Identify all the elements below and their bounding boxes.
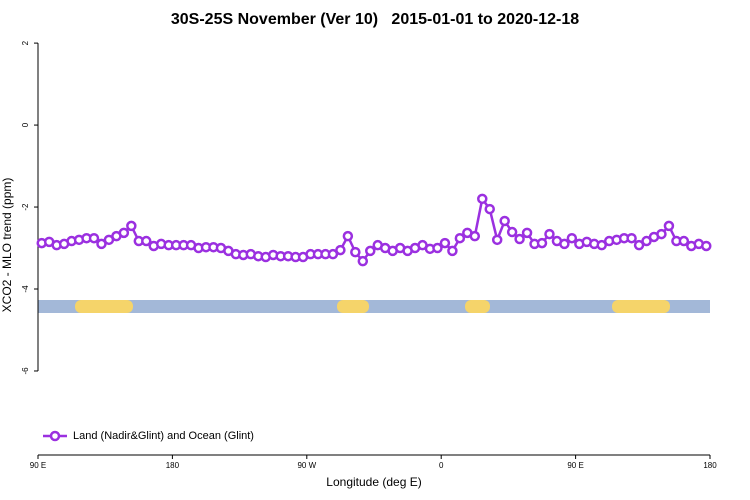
data-point (626, 232, 637, 244)
data-point (678, 235, 690, 247)
data-point (126, 220, 137, 232)
data-point (701, 240, 712, 252)
data-point (484, 203, 495, 215)
y-tick-label: -6 (21, 367, 30, 375)
x-axis-label: Longitude (deg E) (326, 475, 421, 489)
data-point (327, 248, 339, 260)
data-point (365, 245, 376, 257)
chart-title: 30S-25S November (Ver 10) 2015-01-01 to … (171, 11, 579, 28)
data-point (88, 232, 100, 244)
land-band (612, 300, 670, 313)
data-point (342, 230, 354, 242)
y-tick-label: -4 (21, 285, 30, 293)
x-tick-label: 180 (166, 461, 180, 470)
ocean-band (38, 300, 710, 313)
data-point (641, 235, 652, 247)
legend-marker (49, 430, 61, 442)
x-tick-label: 90 E (30, 461, 46, 470)
data-point (559, 238, 570, 250)
x-tick-label: 0 (439, 461, 444, 470)
data-point (514, 233, 525, 245)
data-point (96, 238, 107, 250)
data-point (454, 232, 466, 244)
data-point (439, 237, 451, 249)
land-ocean-strip (38, 300, 710, 313)
data-point (357, 255, 369, 267)
data-point (521, 227, 533, 239)
data-point (350, 246, 361, 258)
data-point (141, 235, 152, 247)
data-point (566, 232, 578, 244)
data-point (656, 228, 667, 240)
data-point (596, 239, 607, 251)
data-point (432, 242, 443, 254)
x-tick-label: 90 E (567, 461, 583, 470)
land-band (75, 300, 133, 313)
data-point (536, 237, 548, 249)
data-point (469, 230, 481, 242)
data-point (544, 228, 555, 240)
y-tick-label: 0 (21, 122, 30, 127)
data-point (506, 226, 518, 238)
data-point (663, 220, 675, 232)
data-point (499, 215, 510, 227)
land-band (337, 300, 369, 313)
data-point (335, 244, 346, 256)
legend-label: Land (Nadir&Glint) and Ocean (Glint) (73, 430, 254, 442)
data-point (633, 239, 645, 251)
data-point (447, 245, 458, 257)
data-point (477, 193, 488, 205)
x-tick-label: 180 (703, 461, 717, 470)
data-point (118, 227, 130, 239)
data-point (491, 234, 503, 246)
y-tick-label: -2 (21, 203, 30, 211)
x-tick-label: 90 W (297, 461, 316, 470)
y-axis-label: XCO2 - MLO trend (ppm) (0, 178, 14, 313)
y-tick-label: 2 (21, 40, 30, 45)
land-band (465, 300, 490, 313)
